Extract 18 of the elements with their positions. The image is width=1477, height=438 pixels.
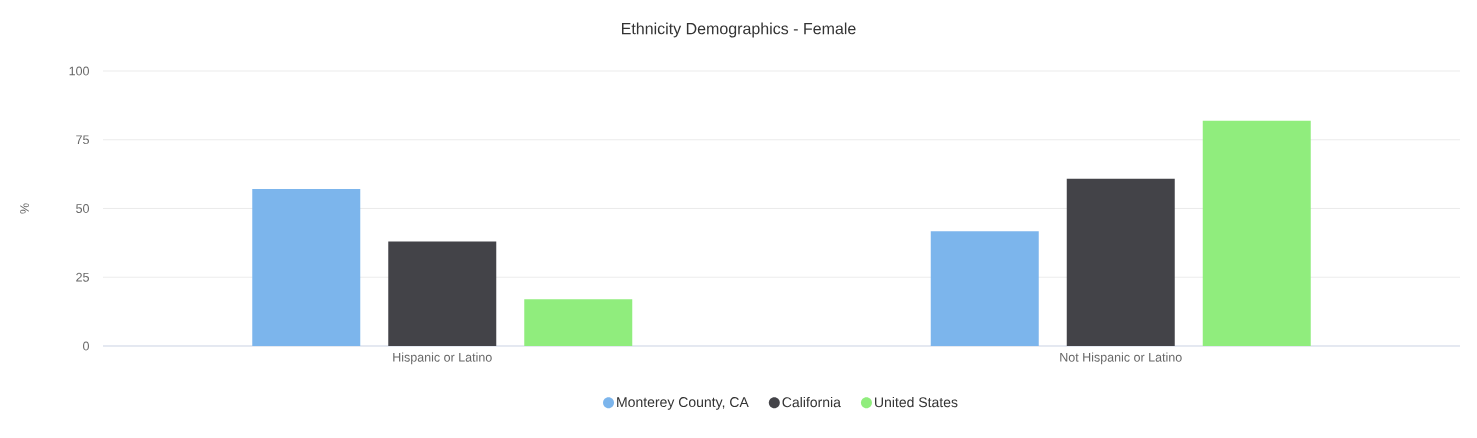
x-tick-label: Hispanic or Latino xyxy=(393,352,492,365)
bar xyxy=(524,299,633,346)
legend-label: California xyxy=(782,396,841,408)
y-tick-label: 100 xyxy=(69,66,89,76)
y-tick-label: 75 xyxy=(76,135,89,145)
bar xyxy=(252,188,361,346)
bar xyxy=(1066,178,1175,346)
x-tick-label: Not Hispanic or Latino xyxy=(1060,352,1182,365)
bar xyxy=(1202,120,1311,346)
y-axis-title: % xyxy=(20,203,29,214)
bar xyxy=(930,231,1039,346)
y-tick-label: 25 xyxy=(76,272,89,282)
legend-label: Monterey County, CA xyxy=(617,397,749,410)
y-tick-label: 0 xyxy=(83,341,89,351)
bar xyxy=(388,241,497,346)
chart-title: Ethnicity Demographics - Female xyxy=(622,22,856,38)
legend-label: United States xyxy=(875,396,958,408)
y-tick-label: 50 xyxy=(76,204,89,213)
